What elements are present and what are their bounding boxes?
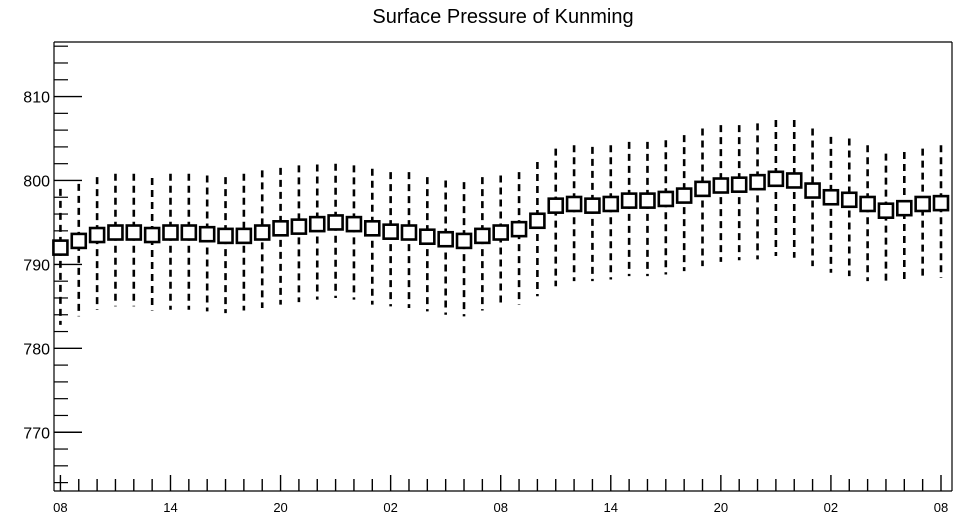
x-tick-label: 02 — [383, 500, 397, 515]
x-tick-label: 02 — [824, 500, 838, 515]
data-point — [290, 218, 308, 235]
data-point — [437, 230, 454, 248]
data-point — [345, 215, 363, 233]
data-point — [474, 227, 491, 245]
data-point — [602, 195, 620, 213]
data-point — [932, 194, 950, 212]
data-point — [125, 224, 143, 241]
data-point — [510, 220, 528, 238]
data-point — [107, 224, 124, 241]
data-point — [529, 212, 546, 230]
plot-area: 770 780 790 800 810 08 14 20 02 08 14 20 02 08 — [23, 41, 953, 515]
data-point — [198, 225, 216, 243]
data-point — [382, 223, 399, 240]
data-point — [547, 197, 565, 214]
data-point — [785, 172, 803, 189]
chart-title: Surface Pressure of Kunming — [372, 6, 633, 28]
data-point — [363, 220, 381, 237]
data-point — [657, 190, 675, 208]
x-tick-label: 14 — [604, 500, 618, 515]
data-point — [675, 187, 693, 204]
data-point — [70, 232, 88, 250]
x-tick-label: 08 — [53, 500, 67, 515]
data-point — [217, 227, 234, 245]
data-point — [620, 192, 638, 209]
data-point — [749, 173, 766, 191]
data-point — [822, 188, 840, 206]
data-point — [52, 239, 69, 256]
y-tick-label: 800 — [23, 173, 50, 190]
data-point — [272, 220, 289, 237]
data-point — [88, 226, 106, 244]
data-point — [455, 232, 473, 250]
x-tick-label: 08 — [493, 500, 507, 515]
data-point — [896, 199, 913, 217]
data-point — [877, 202, 895, 219]
y-tick-label: 790 — [23, 257, 50, 274]
data-point — [840, 191, 858, 209]
x-tick-label: 08 — [934, 500, 948, 515]
data-point — [712, 177, 730, 194]
data-point — [235, 227, 253, 245]
data-point — [730, 176, 748, 193]
x-tick-label: 20 — [273, 500, 287, 515]
y-tick-label: 810 — [23, 90, 50, 107]
data-point — [180, 224, 198, 241]
y-tick-label: 780 — [23, 341, 50, 358]
data-point — [327, 214, 344, 231]
y-tick-label: 770 — [23, 425, 50, 442]
data-point — [419, 228, 436, 246]
data-point — [767, 170, 785, 188]
data-point — [253, 224, 271, 241]
x-tick-label: 14 — [163, 500, 177, 515]
data-point — [859, 195, 876, 213]
data-point — [639, 192, 656, 209]
data-point — [308, 215, 326, 233]
data-point — [143, 226, 161, 244]
data-point — [162, 224, 179, 241]
data-point — [804, 182, 821, 199]
data-point — [694, 180, 711, 198]
x-tick-label: 20 — [714, 500, 728, 515]
data-point — [492, 224, 510, 241]
data-point — [400, 224, 418, 241]
data-point — [584, 197, 601, 214]
data-point — [914, 195, 931, 213]
data-point — [565, 195, 583, 213]
